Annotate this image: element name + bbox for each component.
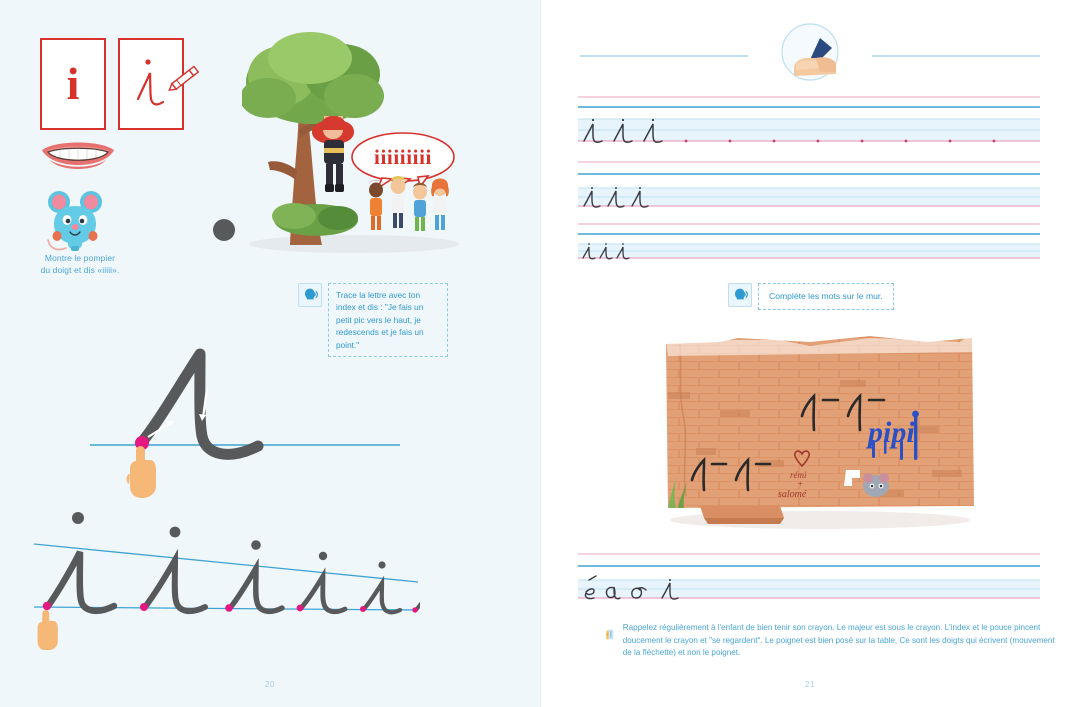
advice-block: Rappelez régulièrement à l'enfant de bie… [605,622,1055,660]
graffiti-plus-text: + [798,479,803,489]
trace-letter-3 [225,540,285,615]
pencil-icon [168,65,200,91]
graffiti-remi-text: rémi [790,470,807,480]
caption-line-2: du doigt et dis «iiiii». [40,265,120,276]
trace-letter-6 [412,601,420,613]
callout-complete-words: Complète les mots sur le mur. [728,283,998,310]
trace-letter-dot [213,219,235,241]
pointing-finger-icon [126,446,156,498]
practice-line-4 [578,553,1040,600]
practice-line-2 [578,161,1040,208]
speaking-head-icon [728,283,752,307]
writing-hand-icon [794,38,836,76]
cursive-letter-card [118,38,200,130]
mascot-caption: Montre le pompier du doigt et dis «iiiii… [20,252,140,277]
large-letter-trace [90,348,400,498]
left-page: i [0,0,540,707]
callout-trace-letter: Trace la lettre avec ton index et dis : … [298,283,450,358]
mouse-mascot-icon [47,191,102,251]
right-page: Complète les mots sur le mur. [540,0,1080,707]
callout-complete-words-text: Complète les mots sur le mur. [758,283,894,310]
trace-stroke [136,348,264,460]
guide-dots [684,139,996,143]
speaking-head-icon [298,283,322,307]
speech-bubble-text: iiiiiiiii [374,145,432,169]
header-writing-hand [580,23,1040,81]
brick-wall-illustration: rémi + salomé pipi [666,334,974,529]
page-number-left: 20 [265,680,275,689]
graffiti-remi-salome [794,450,810,468]
children-group [369,176,449,231]
graffiti-salome-text: salomé [778,489,807,500]
wall-marks-top [800,392,886,432]
row-pointing-finger-icon [37,610,58,650]
cursive-i-stroke-icon [136,59,165,106]
trace-letter-5 [360,561,403,615]
graffiti-pipi: pipi [865,410,919,460]
trace-letter-4 [296,551,348,615]
printed-letter-glyph: i [66,58,80,109]
cursive-letter-glyph [120,40,182,128]
mouth-icon [42,142,114,169]
wall-mouse-doodle [844,470,889,497]
practice-line-1 [578,96,1040,143]
wall-marks-bottom [690,456,772,492]
callout-trace-text: Trace la lettre avec ton index et dis : … [328,283,448,358]
model-letters-eaoi [584,575,679,600]
trace-letter-1 [42,512,118,615]
caption-line-1: Montre le pompier [44,253,116,263]
practice-line-3 [578,223,1040,260]
trace-letter-2 [140,526,208,615]
hand-pencil-icon [606,629,614,640]
firefighter-figure [312,116,354,192]
firefighter-in-tree-scene: iiiiiiiii [242,32,459,253]
row-top-guide [33,543,419,583]
printed-letter-card: i [40,38,106,130]
page-number-right: 21 [805,680,815,689]
letter-trace-row [33,512,420,650]
advice-text: Rappelez régulièrement à l'enfant de bie… [622,623,1055,658]
page-gutter [540,0,541,707]
